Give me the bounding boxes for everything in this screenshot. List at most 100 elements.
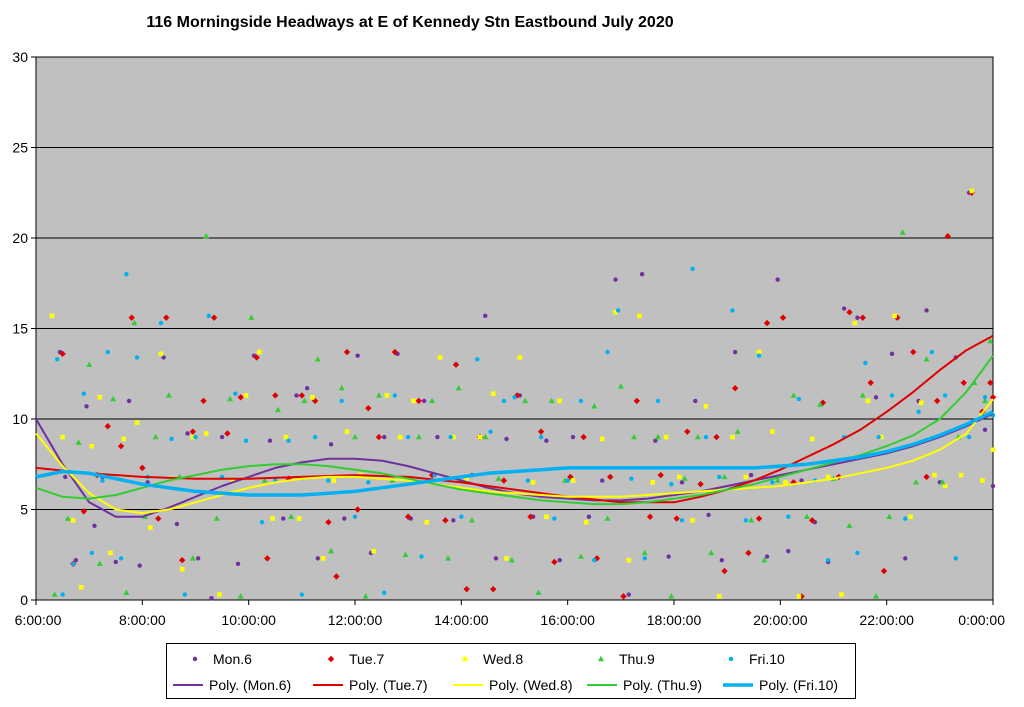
data-point: [475, 357, 480, 362]
data-point: [613, 309, 618, 315]
data-point: [158, 351, 164, 357]
data-point: [190, 434, 196, 440]
data-point: [139, 464, 146, 472]
data-point: [203, 431, 209, 436]
data-point: [459, 514, 464, 519]
data-point: [923, 473, 930, 481]
data-point: [548, 397, 555, 404]
legend-row-trendlines: Poly. (Mon.6) Poly. (Tue.7) Poly. (Wed.8) P…: [167, 673, 855, 697]
data-point: [185, 431, 190, 436]
data-point: [299, 592, 305, 597]
data-point: [126, 398, 132, 404]
data-point: [544, 514, 549, 520]
data-point: [982, 395, 988, 400]
series-thu-9: [51, 229, 994, 599]
data-point: [745, 549, 752, 557]
data-point: [863, 360, 868, 366]
x-tick-label: 22:00:00: [859, 612, 914, 628]
legend-row-markers: Mon.6 Tue.7 Wed.8 Thu.9 Fri.10: [167, 647, 855, 671]
data-point: [429, 397, 436, 404]
data-point: [283, 434, 289, 440]
data-point: [966, 434, 972, 440]
data-point: [508, 556, 515, 563]
legend-item: Poly. (Wed.8): [453, 673, 573, 697]
data-point: [924, 308, 929, 313]
data-point: [783, 480, 788, 485]
data-point: [990, 483, 996, 489]
data-point: [64, 515, 71, 521]
y-tick-label: 20: [12, 230, 28, 246]
data-point: [134, 355, 140, 360]
data-point: [123, 589, 130, 595]
data-point: [174, 521, 180, 527]
data-point: [748, 472, 754, 478]
data-point: [894, 314, 901, 321]
data-point: [148, 525, 153, 530]
data-point: [889, 393, 895, 398]
data-point: [544, 438, 549, 443]
data-point: [786, 548, 791, 554]
x-tick-label: 16:00:00: [540, 612, 595, 628]
data-point: [490, 391, 496, 396]
data-point: [846, 522, 853, 528]
data-point: [63, 474, 68, 480]
legend-label: Mon.6: [213, 651, 252, 667]
data-point: [294, 393, 299, 398]
data-point: [730, 308, 735, 313]
data-point: [969, 188, 975, 194]
data-point: [557, 557, 562, 563]
data-point: [504, 436, 509, 442]
data-point: [923, 356, 930, 362]
data-point: [666, 554, 671, 559]
data-point: [846, 309, 853, 316]
data-point: [538, 434, 544, 440]
data-point: [298, 392, 306, 399]
data-point: [105, 349, 110, 355]
data-point: [488, 429, 493, 434]
data-point: [580, 433, 587, 441]
data-point: [557, 398, 562, 404]
data-point: [155, 515, 162, 522]
data-point: [903, 556, 908, 561]
data-point: [227, 395, 234, 402]
data-point: [200, 397, 207, 405]
data-point: [626, 557, 632, 563]
data-point: [693, 398, 698, 404]
data-point: [158, 320, 164, 326]
data-point: [75, 439, 82, 445]
data-point: [743, 518, 748, 523]
data-point: [817, 401, 824, 407]
data-point: [987, 379, 994, 386]
legend-label: Poly. (Mon.6): [209, 677, 292, 693]
data-point: [681, 475, 688, 481]
data-point: [81, 391, 87, 396]
data-point: [451, 434, 456, 440]
data-point: [958, 472, 964, 478]
data-point: [944, 232, 952, 240]
data-point: [382, 590, 387, 595]
data-point: [169, 436, 174, 442]
data-point: [786, 514, 791, 519]
data-point: [756, 349, 762, 355]
data-point: [405, 434, 411, 440]
data-point: [770, 480, 775, 485]
data-point: [237, 394, 244, 401]
legend-marker-shape: [327, 655, 335, 663]
data-point: [118, 556, 124, 561]
data-point: [237, 593, 244, 599]
data-point: [113, 559, 118, 565]
data-point: [703, 404, 709, 409]
data-point: [642, 556, 647, 561]
data-point: [855, 550, 860, 556]
data-point: [859, 314, 866, 321]
data-point: [987, 337, 994, 344]
data-point: [756, 353, 762, 358]
data-point: [243, 393, 249, 398]
data-point: [708, 549, 715, 556]
data-point: [233, 391, 238, 396]
data-point: [366, 480, 371, 485]
data-point: [286, 438, 291, 443]
data-point: [586, 514, 592, 519]
data-point: [206, 313, 211, 319]
x-tick-label: 14:00:00: [434, 612, 489, 628]
